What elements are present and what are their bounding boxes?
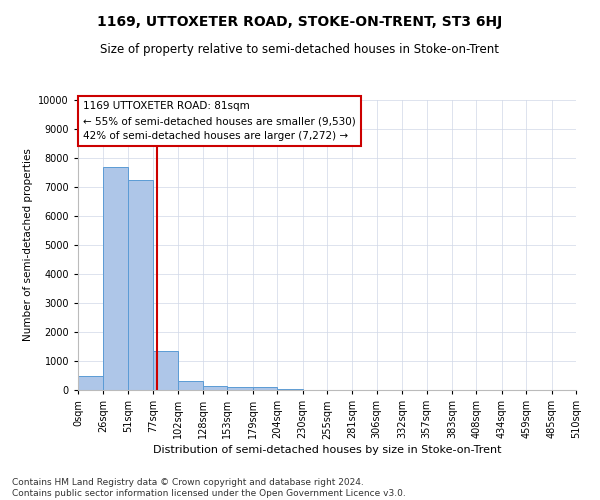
X-axis label: Distribution of semi-detached houses by size in Stoke-on-Trent: Distribution of semi-detached houses by … [153, 446, 501, 456]
Bar [227, 387, 253, 390]
Bar [277, 388, 302, 390]
Bar [153, 351, 178, 390]
Bar [103, 166, 128, 390]
Bar [78, 376, 103, 390]
Text: 1169, UTTOXETER ROAD, STOKE-ON-TRENT, ST3 6HJ: 1169, UTTOXETER ROAD, STOKE-ON-TRENT, ST… [97, 15, 503, 29]
Bar [128, 180, 153, 390]
Text: Size of property relative to semi-detached houses in Stoke-on-Trent: Size of property relative to semi-detach… [101, 42, 499, 56]
Text: 1169 UTTOXETER ROAD: 81sqm
← 55% of semi-detached houses are smaller (9,530)
42%: 1169 UTTOXETER ROAD: 81sqm ← 55% of semi… [83, 102, 356, 141]
Bar [203, 386, 227, 390]
Y-axis label: Number of semi-detached properties: Number of semi-detached properties [23, 148, 33, 342]
Text: Contains HM Land Registry data © Crown copyright and database right 2024.
Contai: Contains HM Land Registry data © Crown c… [12, 478, 406, 498]
Bar [253, 387, 277, 390]
Bar [178, 382, 203, 390]
